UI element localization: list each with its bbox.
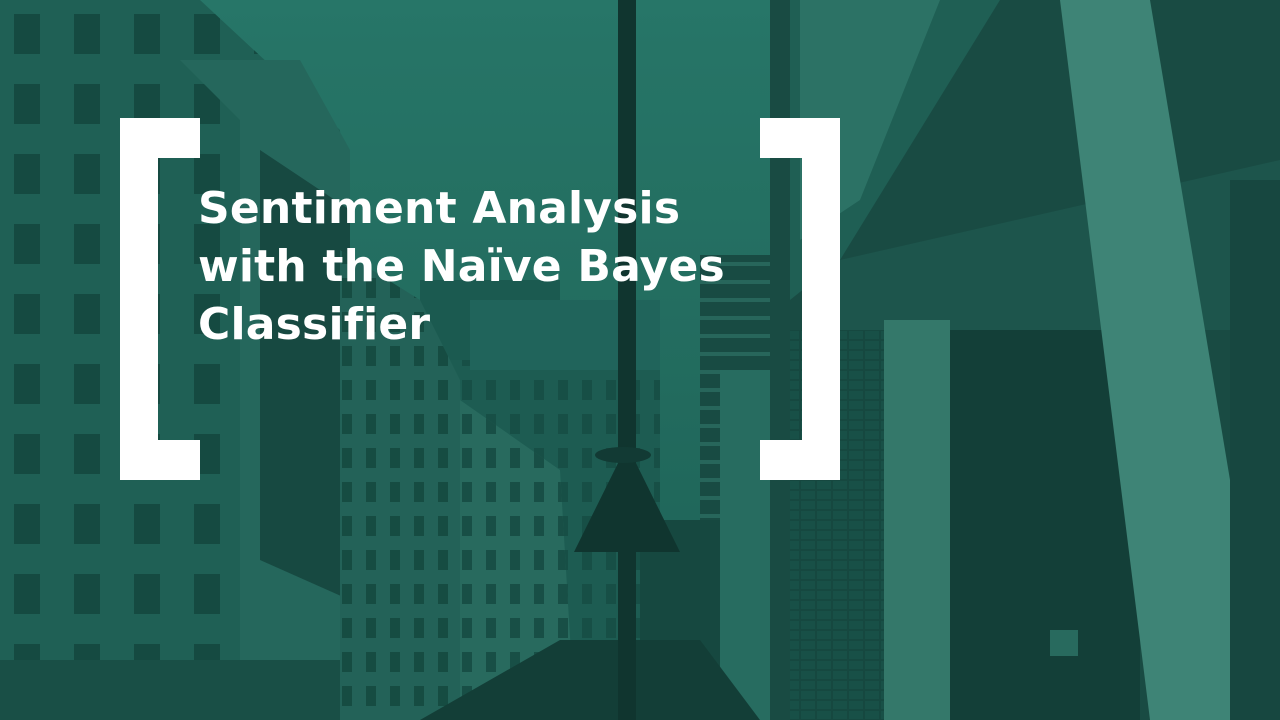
left-bracket-bottom-cap (120, 440, 200, 480)
left-bracket-decoration (120, 118, 200, 480)
left-bracket-vertical-bar (120, 118, 158, 480)
slide-title-line-1: Sentiment Analysis (198, 183, 681, 234)
right-bracket-decoration (760, 118, 840, 480)
left-bracket-top-cap (120, 118, 200, 158)
right-bracket-top-cap (760, 118, 840, 158)
slide-title-line-3: Classifier (198, 299, 431, 350)
slide-title-line-2: with the Naïve Bayes (198, 241, 725, 292)
right-bracket-bottom-cap (760, 440, 840, 480)
right-bracket-vertical-bar (802, 118, 840, 480)
slide-title: Sentiment Analysis with the Naïve Bayes … (198, 180, 738, 354)
